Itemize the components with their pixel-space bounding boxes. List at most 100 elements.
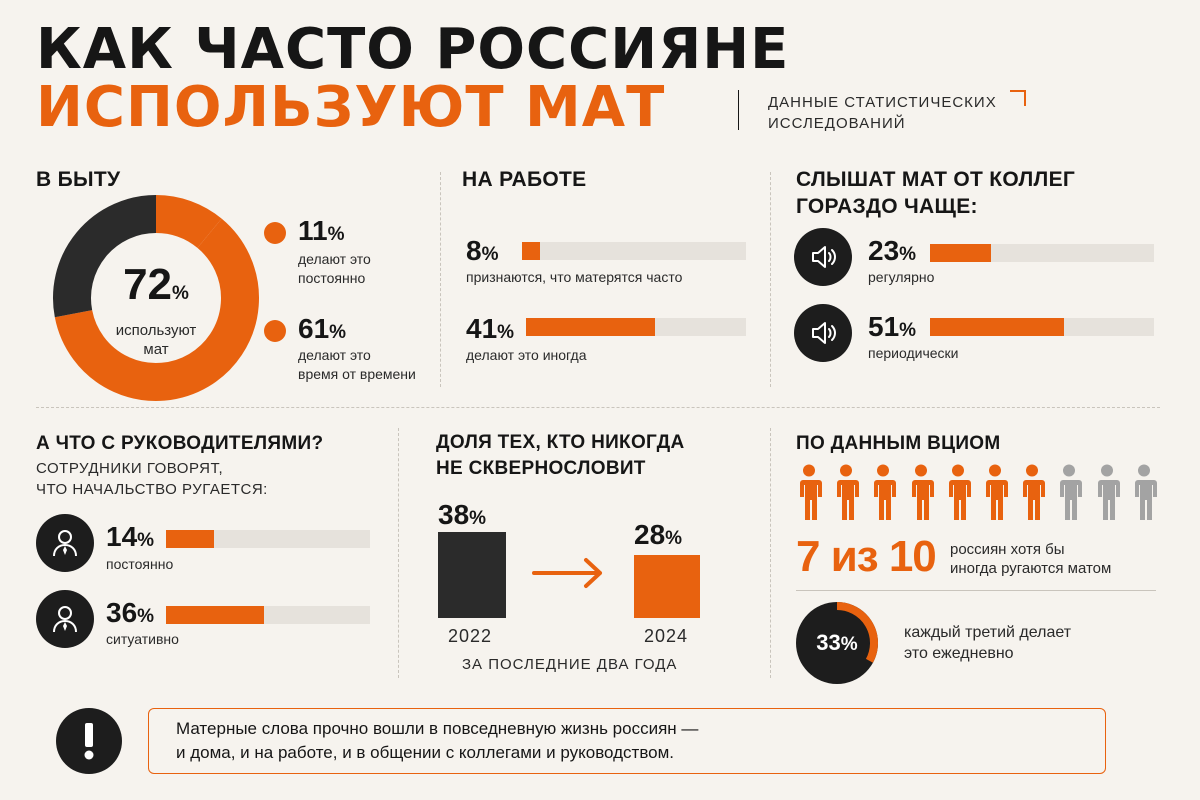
colleagues-label-1: регулярно	[868, 269, 935, 285]
corner-mark	[1010, 90, 1026, 106]
home-label-1-line1: делают это	[298, 251, 371, 267]
divider	[796, 590, 1156, 591]
managers-sub-line2: ЧТО НАЧАЛЬСТВО РУГАЕТСЯ:	[36, 481, 268, 498]
person-icon	[1059, 464, 1083, 520]
never-bar-2022	[438, 532, 506, 618]
daily-ring-chart	[796, 602, 878, 684]
work-value-1: 8%	[466, 235, 499, 266]
person-icon	[985, 464, 1008, 520]
work-heading: НА РАБОТЕ	[462, 168, 587, 191]
colleagues-bar-fill-2	[930, 318, 1065, 336]
manager-icon	[36, 514, 94, 572]
work-bar-fill-2	[526, 318, 655, 336]
colleagues-heading-line2: ГОРАЗДО ЧАЩЕ:	[796, 195, 978, 218]
daily-value: 33%	[816, 630, 858, 655]
home-label-1-line2: постоянно	[298, 270, 366, 286]
person-icon	[873, 464, 897, 520]
vciom-ratio-text-line2: иногда ругаются матом	[950, 560, 1112, 577]
colleagues-heading: СЛЫШАТ МАТ ОТ КОЛЛЕГ ГОРАЗДО ЧАЩЕ:	[796, 166, 1075, 220]
work-value-2: 41%	[466, 313, 515, 344]
manager-icon	[36, 590, 94, 648]
managers-bar-fill-1	[166, 530, 214, 548]
vciom-ratio-text-line1: россиян хотя бы	[950, 541, 1065, 558]
colleagues-bar-track-2	[930, 318, 1154, 336]
managers-bar-fill-2	[166, 606, 264, 624]
home-label-2: делают это время от времени	[298, 346, 416, 384]
person-icon	[947, 464, 971, 520]
managers-sub-line1: СОТРУДНИКИ ГОВОРЯТ,	[36, 460, 224, 477]
divider	[770, 428, 771, 678]
daily-ring-base	[796, 602, 878, 684]
speaker-icon	[794, 228, 852, 286]
daily-ring-arc	[836, 602, 878, 663]
home-value-1: 11%	[298, 215, 345, 246]
home-heading: В БЫТУ	[36, 168, 121, 191]
colleagues-label-2: периодически	[868, 345, 959, 361]
donut-center-label: используют мат	[115, 322, 197, 358]
daily-text: каждый третий делает это ежедневно	[904, 622, 1071, 664]
managers-subheading: СОТРУДНИКИ ГОВОРЯТ, ЧТО НАЧАЛЬСТВО РУГАЕ…	[36, 458, 268, 500]
work-bar-fill-1	[522, 242, 540, 260]
people-row	[796, 464, 1157, 522]
person-icon	[836, 464, 860, 520]
managers-bar-track-2	[166, 606, 370, 624]
donut-center-value: 72%	[123, 260, 189, 309]
never-year-2024: 2024	[644, 626, 689, 646]
never-year-2022: 2022	[448, 626, 493, 646]
title-line-2: ИСПОЛЬЗУЮТ МАТ	[36, 75, 666, 140]
colleagues-value-2: 51%	[868, 311, 917, 342]
managers-heading: А ЧТО С РУКОВОДИТЕЛЯМИ?	[36, 433, 324, 454]
home-donut-chart	[53, 195, 259, 401]
never-heading: ДОЛЯ ТЕХ, КТО НИКОГДА НЕ СКВЕРНОСЛОВИТ	[436, 430, 685, 482]
source-label: ДАННЫЕ СТАТИСТИЧЕСКИХ ИССЛЕДОВАНИЙ	[768, 94, 997, 132]
managers-value-2: 36%	[106, 597, 155, 628]
note-line2: и дома, и на работе, и в общении с колле…	[176, 743, 675, 762]
divider	[36, 407, 1160, 408]
note-line1: Матерные слова прочно вошли в повседневн…	[176, 719, 699, 738]
never-value-2024: 28%	[634, 519, 683, 550]
donut-segment	[155, 195, 222, 249]
person-icon	[1133, 464, 1157, 520]
work-label-1: признаются, что матерятся часто	[466, 269, 683, 285]
person-icon	[799, 464, 822, 520]
donut-segment	[54, 218, 259, 401]
header-divider	[738, 90, 739, 130]
exclamation-icon	[56, 708, 122, 774]
note-box	[148, 708, 1106, 774]
legend-dot	[264, 320, 286, 342]
managers-bar-track-1	[166, 530, 370, 548]
arrow-right-icon	[532, 558, 602, 588]
never-heading-line1: ДОЛЯ ТЕХ, КТО НИКОГДА	[436, 432, 685, 453]
home-label-1: делают это постоянно	[298, 250, 371, 288]
note-text: Матерные слова прочно вошли в повседневн…	[176, 717, 698, 765]
person-icon	[1096, 464, 1120, 520]
managers-label-2: ситуативно	[106, 631, 179, 647]
work-bar-track-2	[526, 318, 746, 336]
home-label-2-line1: делают это	[298, 347, 371, 363]
home-value-2: 61%	[298, 313, 347, 344]
never-value-2022: 38%	[438, 499, 487, 530]
person-icon	[910, 464, 934, 520]
work-bar-track-1	[522, 242, 746, 260]
home-label-2-line2: время от времени	[298, 366, 416, 382]
never-heading-line2: НЕ СКВЕРНОСЛОВИТ	[436, 458, 646, 479]
donut-center: 72% используют мат	[80, 262, 232, 359]
vciom-ratio-text: россиян хотя бы иногда ругаются матом	[950, 540, 1111, 578]
divider	[440, 172, 441, 387]
divider	[770, 172, 771, 387]
person-icon	[1022, 464, 1046, 520]
title-line-1: КАК ЧАСТО РОССИЯНЕ	[36, 17, 790, 82]
colleagues-bar-track-1	[930, 244, 1154, 262]
daily-text-line2: это ежедневно	[904, 645, 1014, 662]
never-bar-2024	[634, 554, 700, 618]
divider	[398, 428, 399, 678]
colleagues-heading-line1: СЛЫШАТ МАТ ОТ КОЛЛЕГ	[796, 168, 1076, 191]
never-footer: ЗА ПОСЛЕДНИЕ ДВА ГОДА	[462, 656, 678, 673]
daily-text-line1: каждый третий делает	[904, 624, 1072, 641]
donut-segment	[53, 195, 157, 318]
managers-value-1: 14%	[106, 521, 155, 552]
colleagues-bar-fill-1	[930, 244, 991, 262]
managers-label-1: постоянно	[106, 556, 174, 572]
colleagues-value-1: 23%	[868, 235, 917, 266]
vciom-heading: ПО ДАННЫМ ВЦИОМ	[796, 433, 1001, 454]
